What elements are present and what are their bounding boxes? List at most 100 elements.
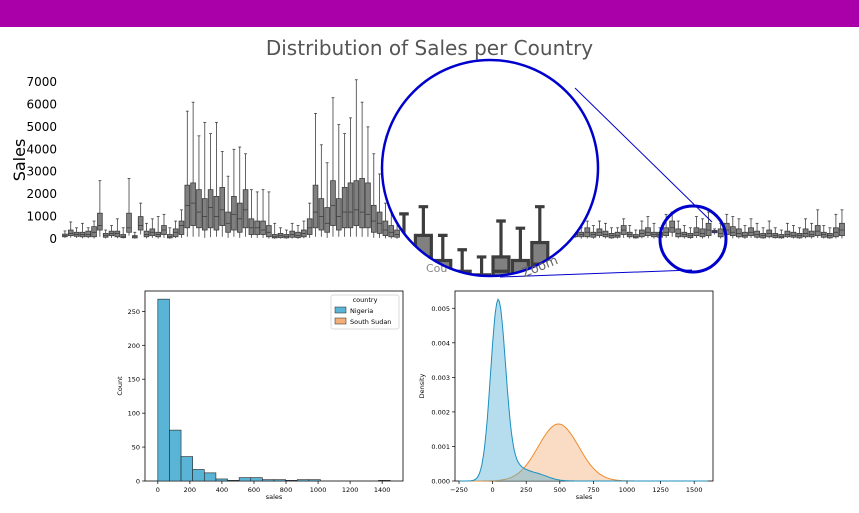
right-box [808,230,815,238]
left-box [266,225,272,238]
left-box [394,229,400,238]
x-tick-label: 750 [587,486,599,494]
zoom-box [726,264,742,280]
y-tick-label: 6000 [26,97,57,111]
left-box [260,220,266,235]
y-axis-label: Density [418,373,426,398]
y-tick-label: 50 [132,444,140,452]
histogram-bar [273,479,286,482]
left-box [382,220,389,237]
zoom-box [144,257,160,280]
y-tick-label: 0.003 [431,374,450,382]
zoom-box [687,268,703,280]
zoom-box [382,269,395,276]
left-box [167,234,173,239]
x-tick-label: 1250 [652,486,669,494]
x-tick-label: 250 [520,486,532,494]
zoom-connector-top [574,87,713,223]
y-tick-label: 0.004 [431,339,450,347]
left-box [231,195,237,231]
right-box [663,227,670,237]
left-box [143,230,150,238]
zoom-box [784,268,800,280]
legend-title: country [353,296,378,304]
zoom-box [629,261,645,280]
histogram-bar [262,479,275,482]
histogram-bar [157,298,170,482]
right-box [717,228,724,238]
left-box [97,212,103,231]
left-box [370,204,377,233]
left-box [114,230,121,238]
kde-nigeria-area [459,299,708,481]
right-box [814,225,821,237]
y-tick-label: 7000 [26,75,57,89]
x-tick-label: 800 [280,486,292,494]
left-box [137,216,144,231]
right-box [784,230,791,238]
left-box [213,195,220,231]
left-box [312,184,319,229]
zoom-lens-bg [382,60,598,276]
x-tick-label: 1500 [686,486,703,494]
left-box [207,189,214,229]
y-tick-label: 250 [128,308,140,316]
right-box [748,227,754,237]
y-tick-label: 100 [128,410,140,418]
zoom-box [648,271,664,280]
histogram-bar [308,479,321,482]
histogram-bar [192,469,205,482]
left-box [196,189,202,229]
zoom-box [221,275,237,280]
x-tick-label: 0 [491,486,495,494]
zoom-box [66,271,82,280]
legend-label-south-sudan: South Sudan [350,318,391,326]
zoom-box [394,255,414,276]
x-tick-label: 1000 [619,486,636,494]
left-box [178,220,185,235]
histogram-bar [203,472,217,482]
left-box [236,202,243,233]
zoom-box [357,271,373,280]
x-tick-label: 400 [216,486,228,494]
histogram-bar [378,480,391,482]
right-box [693,227,700,237]
y-tick-label: 0.001 [431,443,450,451]
left-box [172,228,179,238]
left-box [67,229,74,237]
zoom-box [241,271,257,280]
right-box [778,234,785,239]
x-tick-label: 0 [156,486,160,494]
y-tick-label: 1000 [26,210,57,224]
left-box [225,211,231,233]
x-tick-label: 600 [248,486,260,494]
right-box [729,226,736,237]
zoom-box [765,278,781,280]
y-tick-label: 4000 [26,142,57,156]
left-box [85,230,92,238]
left-box [201,198,208,231]
zoom-box [609,253,625,280]
x-tick-label: 200 [184,486,196,494]
legend-box [330,294,400,330]
left-box [330,180,336,226]
zoom-box [124,271,140,280]
histogram-bar [238,477,252,482]
right-box [790,231,797,238]
right-box [699,228,706,238]
histogram-bar [285,480,298,482]
left-box [324,207,330,233]
left-box [271,234,278,239]
right-box [614,231,621,238]
left-box [295,231,301,239]
histogram-bar [180,456,193,482]
legend-swatch-nigeria [334,306,347,314]
y-tick-label: 5000 [26,120,57,134]
y-tick-label: 0 [49,232,57,246]
zoom-box [318,264,334,280]
x-tick-label: −250 [450,486,468,494]
left-box [248,218,255,235]
left-box [365,182,371,229]
legend-label-nigeria: Nigeria [350,307,373,315]
